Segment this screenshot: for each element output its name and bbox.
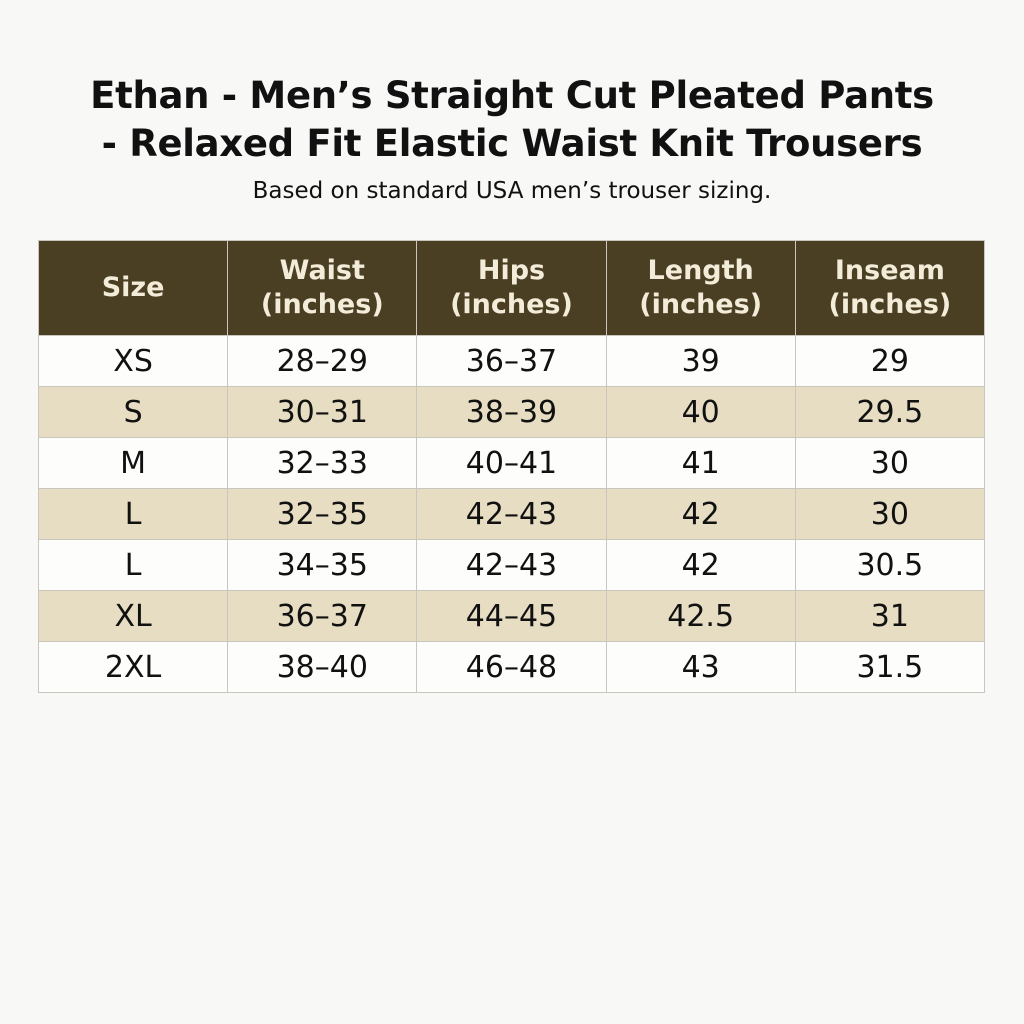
column-header: Inseam (inches): [794, 240, 986, 336]
column-header-line: Inseam: [834, 255, 945, 286]
table-cell: 39: [605, 335, 796, 387]
table-cell: 40: [605, 386, 796, 438]
table-cell: 43: [605, 641, 796, 693]
table-cell: 28–29: [227, 335, 418, 387]
column-header: Waist (inches): [227, 240, 418, 336]
table-cell: L: [37, 488, 229, 540]
table-cell: 2XL: [37, 641, 229, 693]
table-row: XL 36–37 44–45 42.5 31: [37, 590, 986, 642]
table-cell: 42.5: [605, 590, 796, 642]
table-cell: 29: [794, 335, 986, 387]
column-header: Size: [37, 240, 229, 336]
table-cell: L: [37, 539, 229, 591]
table-cell: 42–43: [416, 539, 607, 591]
title: Ethan - Men’s Straight Cut Pleated Pants…: [0, 72, 1024, 168]
table-cell: 32–35: [227, 488, 418, 540]
table-cell: 41: [605, 437, 796, 489]
table-cell: XL: [37, 590, 229, 642]
table-cell: 36–37: [227, 590, 418, 642]
header-row: Size Waist (inches) Hips (inches) Length (inch…: [37, 240, 986, 336]
table-cell: 31.5: [794, 641, 986, 693]
table-cell: 29.5: [794, 386, 986, 438]
table-cell: 42: [605, 539, 796, 591]
title-line: Ethan - Men’s Straight Cut Pleated Pants: [90, 74, 934, 117]
column-header-line: (inches): [828, 289, 952, 320]
column-header-line: (inches): [260, 289, 384, 320]
table-cell: 44–45: [416, 590, 607, 642]
table-cell: M: [37, 437, 229, 489]
table-cell: 30–31: [227, 386, 418, 438]
table-cell: 32–33: [227, 437, 418, 489]
table-cell: 34–35: [227, 539, 418, 591]
column-header-line: Size: [101, 272, 165, 303]
column-header-line: (inches): [450, 289, 573, 320]
table-cell: 38–39: [416, 386, 607, 438]
column-header: Hips (inches): [416, 240, 607, 336]
table-cell: 31: [794, 590, 986, 642]
column-header-line: Waist: [279, 255, 365, 286]
table-cell: 36–37: [416, 335, 607, 387]
table-cell: S: [37, 386, 229, 438]
table-body: XS 28–29 36–37 39 29 S 30–31 38–39 40 29.5 M 32–33 4…: [37, 335, 986, 693]
column-header-line: Hips: [477, 255, 546, 286]
column-header: Length (inches): [605, 240, 796, 336]
table-cell: 42–43: [416, 488, 607, 540]
table-cell: 38–40: [227, 641, 418, 693]
title-line: - Relaxed Fit Elastic Waist Knit Trouser…: [101, 122, 923, 165]
table-row: L 32–35 42–43 42 30: [37, 488, 986, 540]
size-table: Size Waist (inches) Hips (inches) Length (inch…: [37, 240, 986, 693]
table-cell: 30: [794, 488, 986, 540]
table-head: Size Waist (inches) Hips (inches) Length (inch…: [37, 240, 986, 336]
subtitle: Based on standard USA men’s trouser sizi…: [252, 178, 772, 204]
table-cell: 30.5: [794, 539, 986, 591]
table-row: L 34–35 42–43 42 30.5: [37, 539, 986, 591]
table-cell: 30: [794, 437, 986, 489]
table-row: XS 28–29 36–37 39 29: [37, 335, 986, 387]
table-row: M 32–33 40–41 41 30: [37, 437, 986, 489]
column-header-line: (inches): [639, 289, 763, 320]
table-cell: 42: [605, 488, 796, 540]
table-cell: 40–41: [416, 437, 607, 489]
table-row: 2XL 38–40 46–48 43 31.5: [37, 641, 986, 693]
table-row: S 30–31 38–39 40 29.5: [37, 386, 986, 438]
table-cell: XS: [37, 335, 229, 387]
column-header-line: Length: [647, 255, 754, 286]
table-cell: 46–48: [416, 641, 607, 693]
